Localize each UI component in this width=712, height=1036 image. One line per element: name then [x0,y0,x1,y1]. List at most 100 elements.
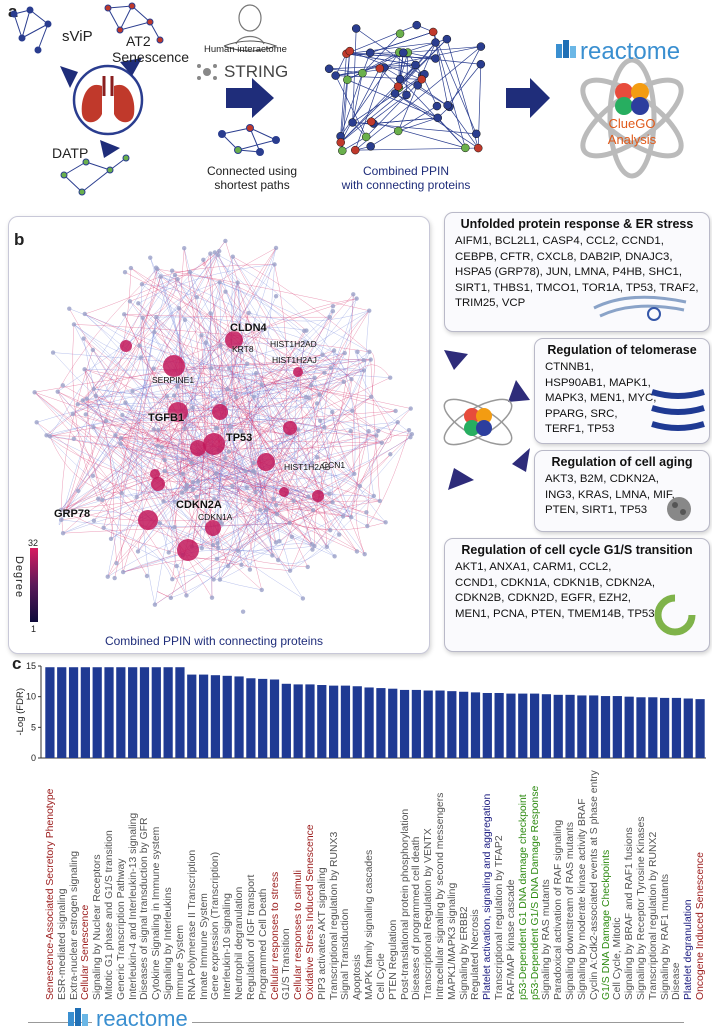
bar [494,692,504,758]
x-tick-label: Mitotic G1 phase and G1/S transition [104,830,116,1000]
x-tick-label: Regulation of IGF transport [245,874,257,1000]
network-node [71,322,77,327]
network-node [155,443,160,448]
ppin-node [402,90,411,100]
bar [388,688,398,758]
network-node [328,527,333,533]
network-node [159,444,165,450]
network-node [199,545,205,551]
bar [116,667,126,758]
box-cycle-body: AKT1, ANXA1, CARM1, CCL2, CCND1, CDKN1A,… [455,561,656,620]
box-telomerase-body: CTNNB1, HSP90AB1, MAPK1, MAPK3, MEN1, MY… [545,361,657,435]
ppin-label-1: Combined PPIN [362,164,450,178]
panel-b-letter: b [14,230,25,249]
network-node [122,312,127,317]
network-node [324,544,330,550]
network-node [183,487,188,492]
network-node [264,507,269,513]
x-tick-label: Signal Transduction [340,908,352,1000]
bar-chart: 15 10 5 0 [26,661,706,763]
network-node [91,424,96,430]
network-node [366,428,371,434]
network-node [148,255,153,260]
bar [470,692,481,758]
network-node [100,497,105,503]
x-tick-label: Regulated Necrosis [470,909,482,1000]
network-node [154,314,159,320]
network-node [162,457,167,463]
network-node [118,436,124,441]
network-hub-node [279,487,289,497]
network-node [216,545,221,550]
ppin-node [351,145,360,155]
x-tick-label: Apoptosis [352,954,364,1000]
network-node [272,262,277,267]
bar [435,690,445,758]
bar [198,674,209,758]
x-tick-label: Signaling by BRAF and RAF1 fusions [624,827,636,1000]
network-node [238,429,244,434]
network-hub-label: TP53 [226,432,253,444]
network-node [277,538,282,544]
network-node [275,557,281,563]
bar [269,679,280,758]
network-node [218,343,223,348]
network-node [137,343,142,348]
network-node [383,520,388,525]
network-hub-label: HIST1H2AJ [272,355,317,365]
network-node [230,254,235,259]
network-node [156,427,161,433]
network-node [253,490,258,495]
network-node [91,518,97,523]
network-node [195,479,201,484]
network-node [76,488,81,494]
x-tick-label: G1/S Transition [281,928,293,1000]
network-hub-node [212,404,228,420]
network-node [179,490,185,495]
network-node [330,309,336,314]
network-node [172,524,177,530]
network-node [273,540,279,545]
network-node [59,517,64,523]
degree-axis-label: Degree [13,556,25,599]
network-node [247,498,252,503]
network-node [239,562,244,567]
network-node [60,530,66,536]
network-node [322,370,327,375]
cluego-atom-icon [580,57,684,179]
x-tick-label: Signaling by Nuclear Receptors [92,854,104,1000]
x-tick-label: p53-Dependent G1/S DNA Damage Response [529,785,541,1000]
network-node [308,383,314,388]
network-node [209,595,215,600]
network-node [330,500,335,505]
network-node [32,390,37,395]
arrow-lower-left-icon [448,468,474,490]
network-node [361,368,367,373]
network-hub-node [168,402,188,422]
network-node [393,408,398,414]
network-node [376,428,381,434]
network-node [365,523,370,529]
ppin-node [390,89,400,98]
network-node [330,303,336,309]
network-node [189,460,194,465]
footer-line [28,1022,684,1023]
x-tick-label: Cyclin A:Cdk2-associated events at S pha… [588,770,600,1000]
ppin-node [343,75,352,84]
network-node [244,485,250,490]
network-node [152,602,158,607]
ppin-node [474,143,483,153]
network-node [337,532,342,537]
x-tick-label: G1/S DNA Damage Checkpoints [600,849,612,1000]
x-tick-label: Paradoxical activation of RAF signaling [553,819,565,1000]
ppin-node [365,48,375,58]
ppin-node [338,146,347,156]
y-tick-label: 10 [26,692,36,702]
human-interactome-label: Human interactome [204,44,287,55]
ppin-node [351,24,361,33]
x-tick-label: Intracellular signaling by second messen… [435,792,447,1000]
reactome-logo-icon [556,40,576,58]
network-node [238,349,244,355]
network-node [303,394,309,400]
network-node [157,521,163,526]
